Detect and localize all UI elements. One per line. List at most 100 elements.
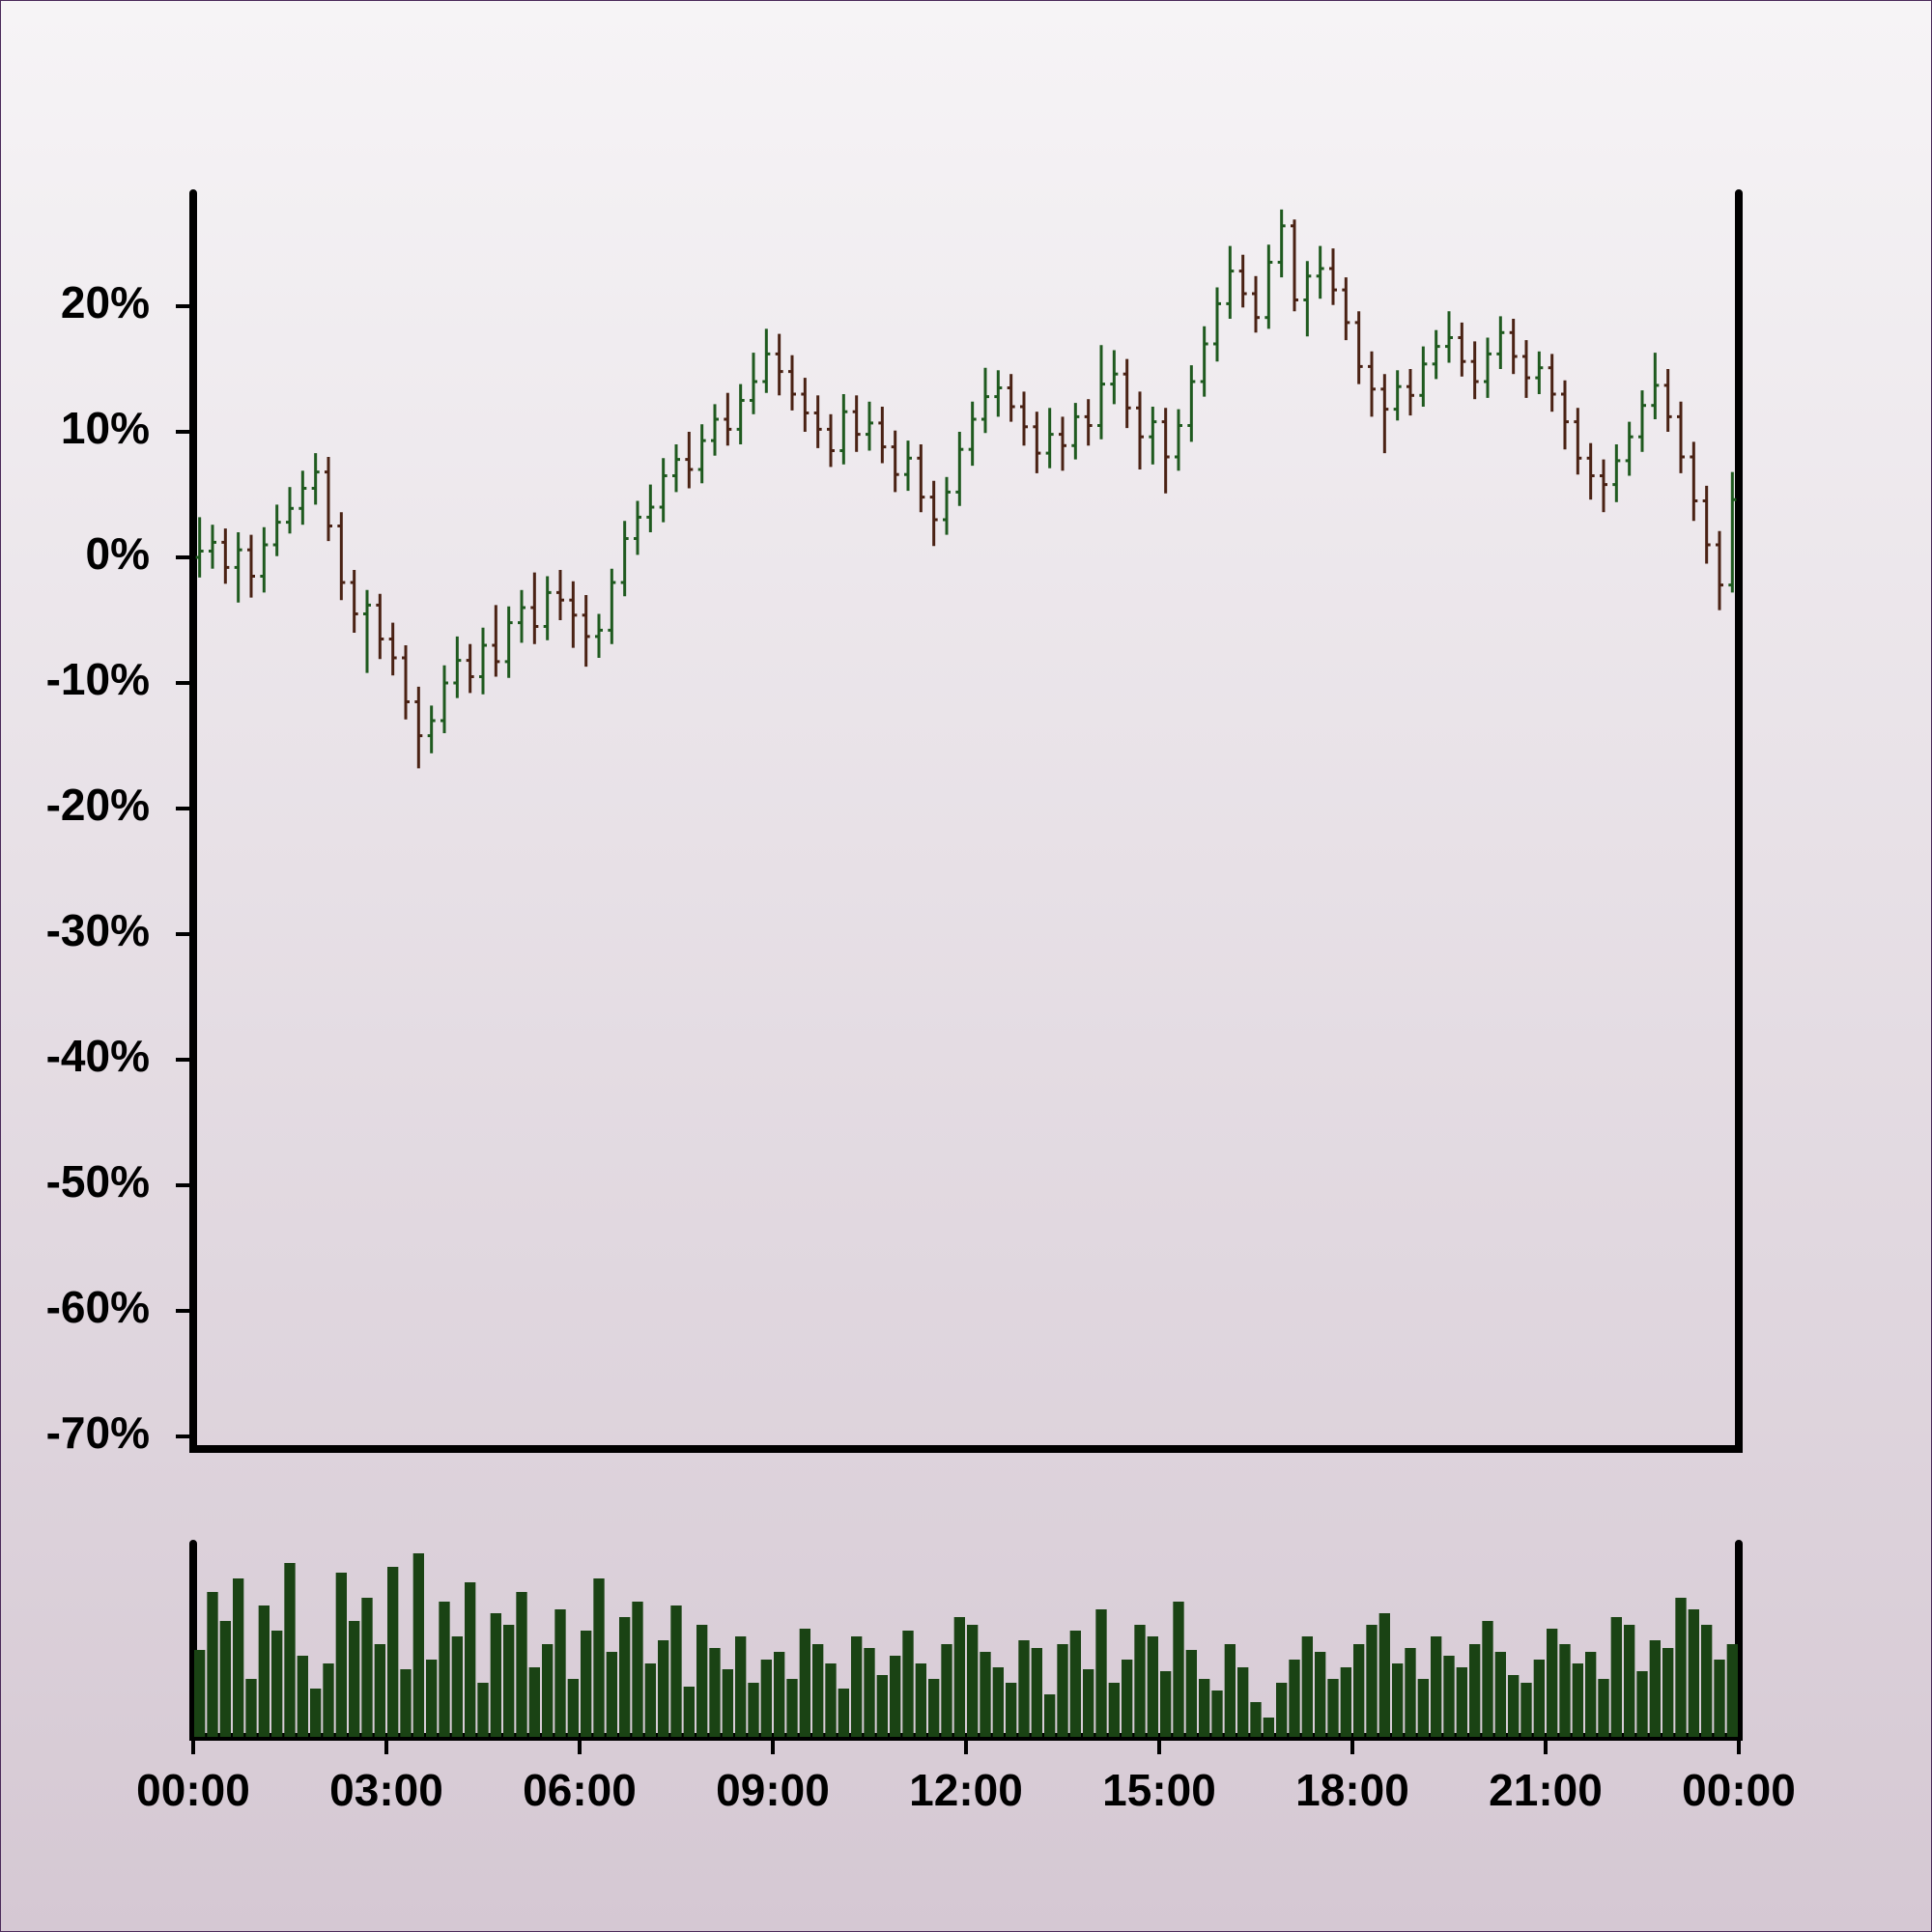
volume-bar: [786, 1679, 798, 1737]
volume-bar: [760, 1660, 772, 1737]
volume-bar: [1405, 1648, 1416, 1737]
volume-bar: [864, 1648, 875, 1737]
volume-bar: [1431, 1636, 1442, 1737]
volume-bar: [953, 1617, 965, 1737]
volume-bar: [1250, 1702, 1262, 1737]
volume-bar: [1276, 1683, 1288, 1737]
volume-bar: [619, 1617, 631, 1737]
volume-bar: [323, 1663, 334, 1737]
volume-bar: [876, 1675, 888, 1737]
volume-bar: [735, 1636, 747, 1737]
volume-bar: [374, 1644, 385, 1737]
volume-bar: [709, 1648, 721, 1737]
volume-bar: [1636, 1671, 1648, 1737]
volume-bar: [1508, 1675, 1520, 1737]
volume-bar: [1173, 1602, 1184, 1737]
volume-bar: [1547, 1629, 1558, 1737]
volume-bar: [1353, 1644, 1365, 1737]
volume-bar: [1185, 1650, 1197, 1737]
volume-bar: [451, 1636, 463, 1737]
volume-bar: [258, 1605, 270, 1737]
volume-bar: [1134, 1625, 1146, 1737]
volume-bar: [412, 1553, 424, 1737]
volume-bar: [1482, 1621, 1493, 1737]
volume-bar: [1469, 1644, 1481, 1737]
volume-bar: [1662, 1648, 1674, 1737]
volume-bar: [245, 1679, 257, 1737]
volume-bar: [1443, 1656, 1455, 1737]
volume-bar: [426, 1660, 438, 1737]
volume-bar: [1340, 1667, 1351, 1737]
volume-bar: [477, 1683, 489, 1737]
volume-bar: [683, 1687, 695, 1737]
volume-bar: [490, 1613, 501, 1737]
volume-bar: [1714, 1660, 1725, 1737]
volume-bar: [696, 1625, 708, 1737]
volume-bar: [284, 1563, 296, 1737]
volume-bar: [1417, 1679, 1429, 1737]
volume-bar: [1095, 1609, 1107, 1737]
volume-bar: [567, 1679, 579, 1737]
volume-bar: [1378, 1613, 1390, 1737]
volume-bar: [1057, 1644, 1068, 1737]
volume-bar: [658, 1640, 669, 1737]
volume-bar: [1585, 1652, 1597, 1737]
volume-bar: [1289, 1660, 1300, 1737]
volume-bar: [1456, 1667, 1467, 1737]
volume-bar: [1598, 1679, 1609, 1737]
x-tick-label: 21:00: [1489, 1765, 1603, 1815]
volume-bar: [1610, 1617, 1622, 1737]
volume-bar: [774, 1652, 785, 1737]
volume-bar: [516, 1592, 527, 1737]
volume-bar: [644, 1663, 656, 1737]
volume-bar: [349, 1621, 360, 1737]
volume-bar: [992, 1667, 1004, 1737]
volume-bar: [271, 1631, 283, 1737]
volume-bar: [1366, 1625, 1378, 1737]
x-tick-label: 00:00: [1682, 1765, 1796, 1815]
volume-bar: [1224, 1644, 1236, 1737]
volume-bar: [1044, 1694, 1056, 1737]
volume-bar: [1083, 1669, 1094, 1737]
volume-bar: [503, 1625, 515, 1737]
volume-bar: [439, 1602, 450, 1737]
volume-bar: [928, 1679, 940, 1737]
volume-bar: [980, 1652, 991, 1737]
y-tick-label: -10%: [46, 654, 150, 704]
volume-bar: [1675, 1598, 1687, 1737]
volume-bar: [967, 1625, 979, 1737]
y-tick-label: -20%: [46, 780, 150, 830]
y-tick-label: 20%: [61, 277, 150, 327]
y-tick-label: 10%: [61, 403, 150, 453]
price-axes: [189, 189, 1743, 1453]
y-tick-label: -30%: [46, 905, 150, 955]
volume-bar: [1392, 1663, 1404, 1737]
volume-bar: [400, 1669, 412, 1737]
volume-bar: [1494, 1652, 1506, 1737]
volume-bar: [1108, 1683, 1120, 1737]
volume-bar: [1701, 1625, 1713, 1737]
volume-bar: [1572, 1663, 1583, 1737]
x-tick-label: 06:00: [523, 1765, 637, 1815]
volume-bar: [194, 1650, 206, 1737]
volume-bar: [1726, 1644, 1738, 1737]
volume-bar: [748, 1683, 759, 1737]
volume-bar: [542, 1644, 554, 1737]
volume-bar: [799, 1629, 810, 1737]
volume-bar: [838, 1689, 849, 1737]
volume-bar: [361, 1598, 373, 1737]
volume-bar: [1315, 1652, 1326, 1737]
volume-bar: [632, 1602, 643, 1737]
x-tick-label: 09:00: [716, 1765, 830, 1815]
volume-bar: [310, 1689, 322, 1737]
volume-bar: [465, 1582, 476, 1737]
volume-bar: [1688, 1609, 1699, 1737]
volume-bar: [825, 1663, 837, 1737]
x-tick-label: 18:00: [1295, 1765, 1409, 1815]
volume-bar: [606, 1652, 617, 1737]
volume-bar: [1006, 1683, 1017, 1737]
volume-axes: [189, 1540, 1743, 1741]
volume-bar: [812, 1644, 824, 1737]
x-tick-label: 00:00: [136, 1765, 250, 1815]
